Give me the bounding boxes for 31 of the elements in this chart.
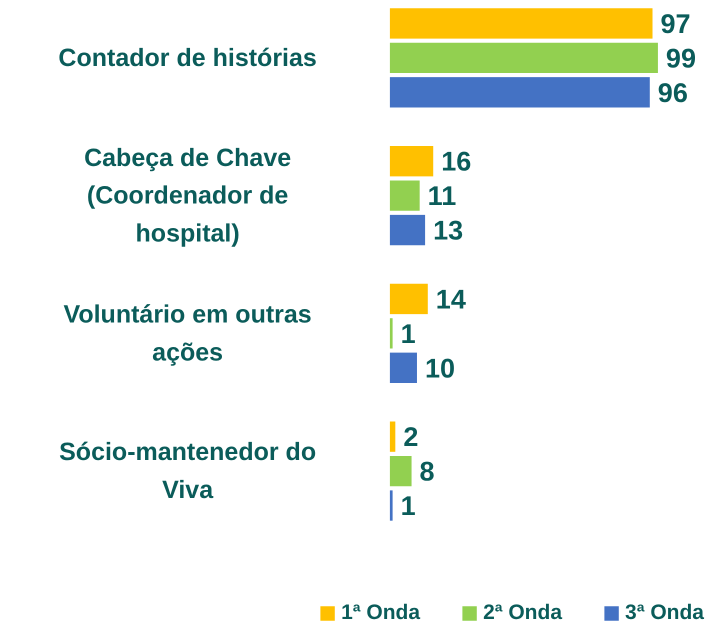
bar xyxy=(390,352,417,383)
data-label: 96 xyxy=(658,78,688,108)
bar xyxy=(390,42,658,74)
y-tick-label: Sócio-mantenedor do Viva xyxy=(59,438,316,504)
bar xyxy=(390,214,426,246)
bar xyxy=(390,8,653,39)
data-label: 10 xyxy=(424,353,456,384)
y-tick-label: Contador de histórias xyxy=(58,44,317,72)
bar xyxy=(390,318,393,349)
data-label: 16 xyxy=(441,146,472,177)
data-label: 1 xyxy=(400,318,416,349)
legend-label: 3ª Onda xyxy=(625,601,704,625)
data-label: 8 xyxy=(420,456,435,487)
data-label: 14 xyxy=(436,284,466,314)
data-label: 1 xyxy=(400,491,416,522)
legend-label: 1ª Onda xyxy=(341,601,420,625)
bar xyxy=(390,77,650,108)
data-label: 11 xyxy=(428,181,456,212)
bar xyxy=(390,146,434,176)
y-tick-label: Voluntário em outras ações xyxy=(64,300,312,366)
bar xyxy=(390,180,420,211)
bar xyxy=(390,490,393,521)
data-label: 97 xyxy=(660,8,691,39)
data-label: 2 xyxy=(403,422,418,452)
y-tick-label: Cabeça de Chave (Coordenador de hospital) xyxy=(84,144,292,248)
data-label: 13 xyxy=(433,216,464,246)
legend-label: 2ª Onda xyxy=(483,601,562,625)
bar xyxy=(390,456,412,486)
bar xyxy=(390,284,428,314)
bar xyxy=(390,422,396,452)
data-label: 99 xyxy=(666,43,696,74)
